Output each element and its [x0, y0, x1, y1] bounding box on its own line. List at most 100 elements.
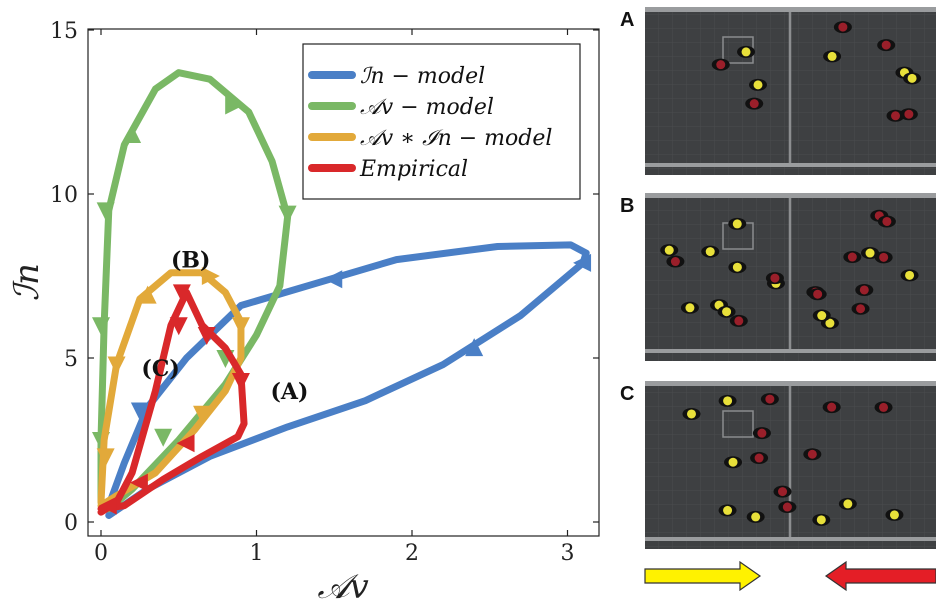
pedestrian-head — [816, 515, 826, 525]
direction-marker — [96, 448, 115, 467]
pedestrian-head — [754, 453, 764, 463]
direction-marker — [324, 270, 343, 289]
direction-marker — [169, 317, 188, 336]
pedestrian-head — [827, 402, 837, 412]
pedestrian-head — [732, 262, 742, 272]
x-tick-label: 0 — [94, 541, 108, 566]
pedestrian-head — [827, 51, 837, 61]
pedestrian-head — [723, 396, 733, 406]
direction-marker — [225, 96, 244, 115]
direction-marker — [129, 473, 148, 492]
x-tick-label: 2 — [405, 541, 419, 566]
pedestrian-head — [865, 248, 875, 258]
edge-line — [645, 163, 936, 167]
series-line-2 — [97, 269, 245, 510]
pedestrian-head — [734, 316, 744, 326]
pedestrian-head — [807, 449, 817, 459]
legend-box — [302, 43, 581, 200]
edge-line — [645, 349, 936, 353]
pedestrian-head — [741, 47, 751, 57]
direction-marker — [98, 496, 117, 515]
pedestrian-head — [728, 457, 738, 467]
pedestrian-head — [749, 99, 759, 109]
pedestrian-head — [664, 245, 674, 255]
pedestrian-head — [825, 318, 835, 328]
pedestrian-head — [778, 487, 788, 497]
pedestrian-head — [838, 22, 848, 32]
pedestrian-head — [765, 394, 775, 404]
x-tick-label: 1 — [250, 541, 264, 566]
series-line-0 — [105, 241, 590, 519]
direction-marker — [231, 317, 250, 336]
direction-marker — [92, 317, 110, 336]
series-line-1 — [97, 69, 292, 513]
pedestrian-head — [881, 40, 891, 50]
legend: ℐn − model 𝒜v − model 𝒜v ∗ ℐn − model Em… — [302, 43, 581, 200]
direction-marker — [172, 284, 191, 303]
panel-label-b: B — [620, 195, 634, 217]
series-layer — [92, 69, 592, 519]
panel-label-c: C — [620, 383, 634, 405]
direction-marker — [193, 405, 212, 424]
pedestrian-head — [753, 80, 763, 90]
panel-a-photo — [645, 7, 936, 175]
pedestrian-head — [813, 289, 823, 299]
pedestrian-head — [670, 257, 680, 267]
pedestrian-head — [859, 285, 869, 295]
annotations: (A) (B) (C) — [141, 248, 308, 405]
direction-marker — [176, 434, 195, 453]
y-tick-label: 10 — [50, 183, 78, 208]
direction-marker — [573, 253, 592, 272]
direction-marker — [465, 338, 484, 357]
pedestrian-head — [882, 216, 892, 226]
panel-b-photo — [645, 193, 936, 361]
direction-marker — [154, 428, 173, 447]
legend-label-in-model: ℐn − model — [360, 64, 485, 89]
annotation-label: (B) — [171, 248, 210, 274]
direction-marker — [123, 124, 142, 143]
direction-marker — [107, 356, 126, 375]
pedestrian-head — [879, 402, 889, 412]
direction-marker — [138, 285, 157, 304]
direction-marker — [130, 402, 149, 421]
series-line-3 — [97, 288, 248, 516]
pedestrian-head — [907, 73, 917, 83]
y-tick-label: 0 — [64, 511, 78, 536]
y-tick-label: 15 — [50, 19, 78, 44]
pedestrian-head — [722, 307, 732, 317]
photo-panels: A B C — [620, 7, 936, 549]
pedestrian-head — [847, 252, 857, 262]
annotation-label: (A) — [270, 379, 308, 405]
plot-frame — [87, 28, 600, 537]
edge-line — [645, 537, 936, 541]
legend-label-avin-model: 𝒜v ∗ ℐn − model — [360, 126, 552, 151]
pedestrian-head — [889, 510, 899, 520]
pedestrian-head — [757, 428, 767, 438]
red-left-arrow — [824, 560, 936, 592]
y-tick-label: 5 — [64, 347, 78, 372]
pedestrian-head — [904, 109, 914, 119]
annotation-label: (C) — [141, 356, 179, 382]
edge-line — [645, 381, 936, 386]
x-axis-label: 𝒜v — [317, 567, 368, 606]
pedestrian-head — [879, 252, 889, 262]
pedestrian-head — [686, 409, 696, 419]
direction-marker — [278, 205, 297, 224]
panel-c-photo — [645, 381, 936, 549]
pedestrian-head — [905, 270, 915, 280]
pedestrian-head — [817, 311, 827, 321]
pedestrian-head — [856, 304, 866, 314]
panel-label-a: A — [620, 9, 634, 31]
pedestrian-head — [782, 502, 792, 512]
direction-marker — [201, 267, 220, 285]
floor-marking — [722, 410, 754, 438]
pedestrian-head — [705, 247, 715, 257]
pedestrian-head — [891, 111, 901, 121]
plot-area: 0 1 2 3 0 5 10 15 (A) (B) (C) 𝒜v ℐn — [7, 19, 600, 606]
x-tick-label: 3 — [561, 541, 575, 566]
pedestrian-head — [723, 505, 733, 515]
pedestrian-head — [751, 512, 761, 522]
axis-ticks: 0 1 2 3 0 5 10 15 — [50, 19, 599, 566]
direction-marker — [96, 202, 115, 221]
